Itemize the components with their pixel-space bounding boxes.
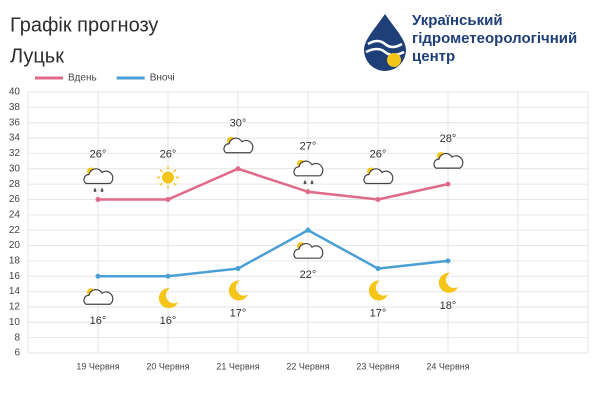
y-tick-label: 18 — [9, 256, 21, 267]
x-tick-label: 20 Червня — [146, 361, 189, 371]
moon — [228, 280, 248, 301]
point — [165, 196, 171, 202]
value-label: 26° — [370, 148, 387, 160]
logo — [364, 14, 406, 71]
x-tick-label: 24 Червня — [426, 361, 469, 371]
value-label: 30° — [230, 118, 247, 130]
weather-icon — [293, 159, 324, 185]
weather-icon — [368, 280, 388, 301]
cloud — [83, 289, 114, 305]
org-name: центр — [412, 48, 455, 65]
point — [305, 189, 311, 195]
y-tick-label: 38 — [9, 102, 21, 113]
x-tick-label: 22 Червня — [286, 361, 329, 371]
point — [305, 227, 311, 233]
weather-icon — [433, 152, 464, 169]
value-label: 27° — [300, 141, 317, 153]
y-tick-label: 16 — [9, 271, 21, 282]
drop — [303, 179, 307, 185]
y-tick-label: 14 — [9, 286, 21, 297]
value-label: 26° — [160, 148, 177, 160]
y-tick-label: 20 — [9, 240, 21, 251]
org-name: гідрометеорологічний — [412, 30, 577, 47]
cloud — [223, 137, 254, 154]
y-tick-label: 30 — [9, 163, 21, 174]
series-line — [98, 228, 449, 278]
weather-icon — [438, 272, 458, 293]
weather-icon — [293, 242, 324, 259]
value-label: 28° — [440, 133, 457, 145]
legend-label: Вдень — [68, 73, 97, 84]
weather-icon — [83, 288, 114, 305]
value-label: 17° — [230, 307, 247, 319]
cloud — [293, 160, 324, 177]
point — [235, 266, 241, 272]
drop — [310, 179, 314, 185]
title: Графік прогнозу — [10, 14, 158, 36]
point — [95, 196, 101, 202]
y-tick-label: 12 — [9, 302, 21, 313]
series-line — [98, 167, 449, 201]
sun — [162, 171, 174, 184]
weather-icon — [363, 167, 394, 185]
y-tick-label: 28 — [9, 179, 21, 190]
org-name: Український — [412, 12, 503, 29]
point — [165, 273, 171, 279]
ray — [173, 169, 177, 173]
y-tick-label: 24 — [9, 209, 21, 220]
value-label: 17° — [370, 307, 387, 319]
value-label: 18° — [440, 300, 457, 312]
cloud — [83, 168, 114, 185]
point — [445, 181, 451, 187]
y-tick-label: 40 — [9, 87, 21, 98]
point — [235, 166, 241, 172]
y-tick-label: 8 — [14, 332, 20, 343]
y-tick-label: 32 — [9, 148, 21, 159]
legend-label: Вночі — [150, 73, 175, 84]
x-tick-label: 19 Червня — [76, 361, 119, 371]
moon — [368, 280, 388, 301]
y-tick-label: 10 — [9, 317, 21, 328]
ray — [159, 169, 163, 173]
point — [375, 266, 381, 272]
value-label: 26° — [90, 148, 107, 160]
city: Луцьк — [10, 45, 64, 67]
y-tick-label: 36 — [9, 117, 21, 128]
point — [95, 273, 101, 279]
cloud — [363, 168, 394, 185]
drop — [100, 187, 104, 192]
y-tick-label: 22 — [9, 225, 21, 236]
y-tick-label: 34 — [9, 133, 21, 144]
weather-icon — [157, 166, 179, 189]
y-tick-label: 6 — [14, 348, 20, 359]
x-tick-label: 21 Червня — [216, 361, 259, 371]
x-tick-label: 23 Червня — [356, 361, 399, 371]
value-label: 22° — [300, 269, 317, 281]
weather-icon — [223, 136, 254, 154]
y-tick-label: 26 — [9, 194, 21, 205]
drop — [93, 187, 97, 192]
point — [375, 196, 381, 202]
weather-icon — [83, 167, 114, 192]
ray — [173, 182, 177, 186]
weather-icon — [158, 288, 178, 309]
value-label: 16° — [90, 315, 107, 327]
moon — [158, 288, 178, 309]
weather-icon — [228, 280, 248, 301]
value-label: 16° — [160, 315, 177, 327]
cloud — [293, 243, 324, 259]
cloud — [433, 152, 464, 169]
moon — [438, 272, 458, 293]
point — [445, 258, 451, 264]
ray — [159, 182, 163, 186]
